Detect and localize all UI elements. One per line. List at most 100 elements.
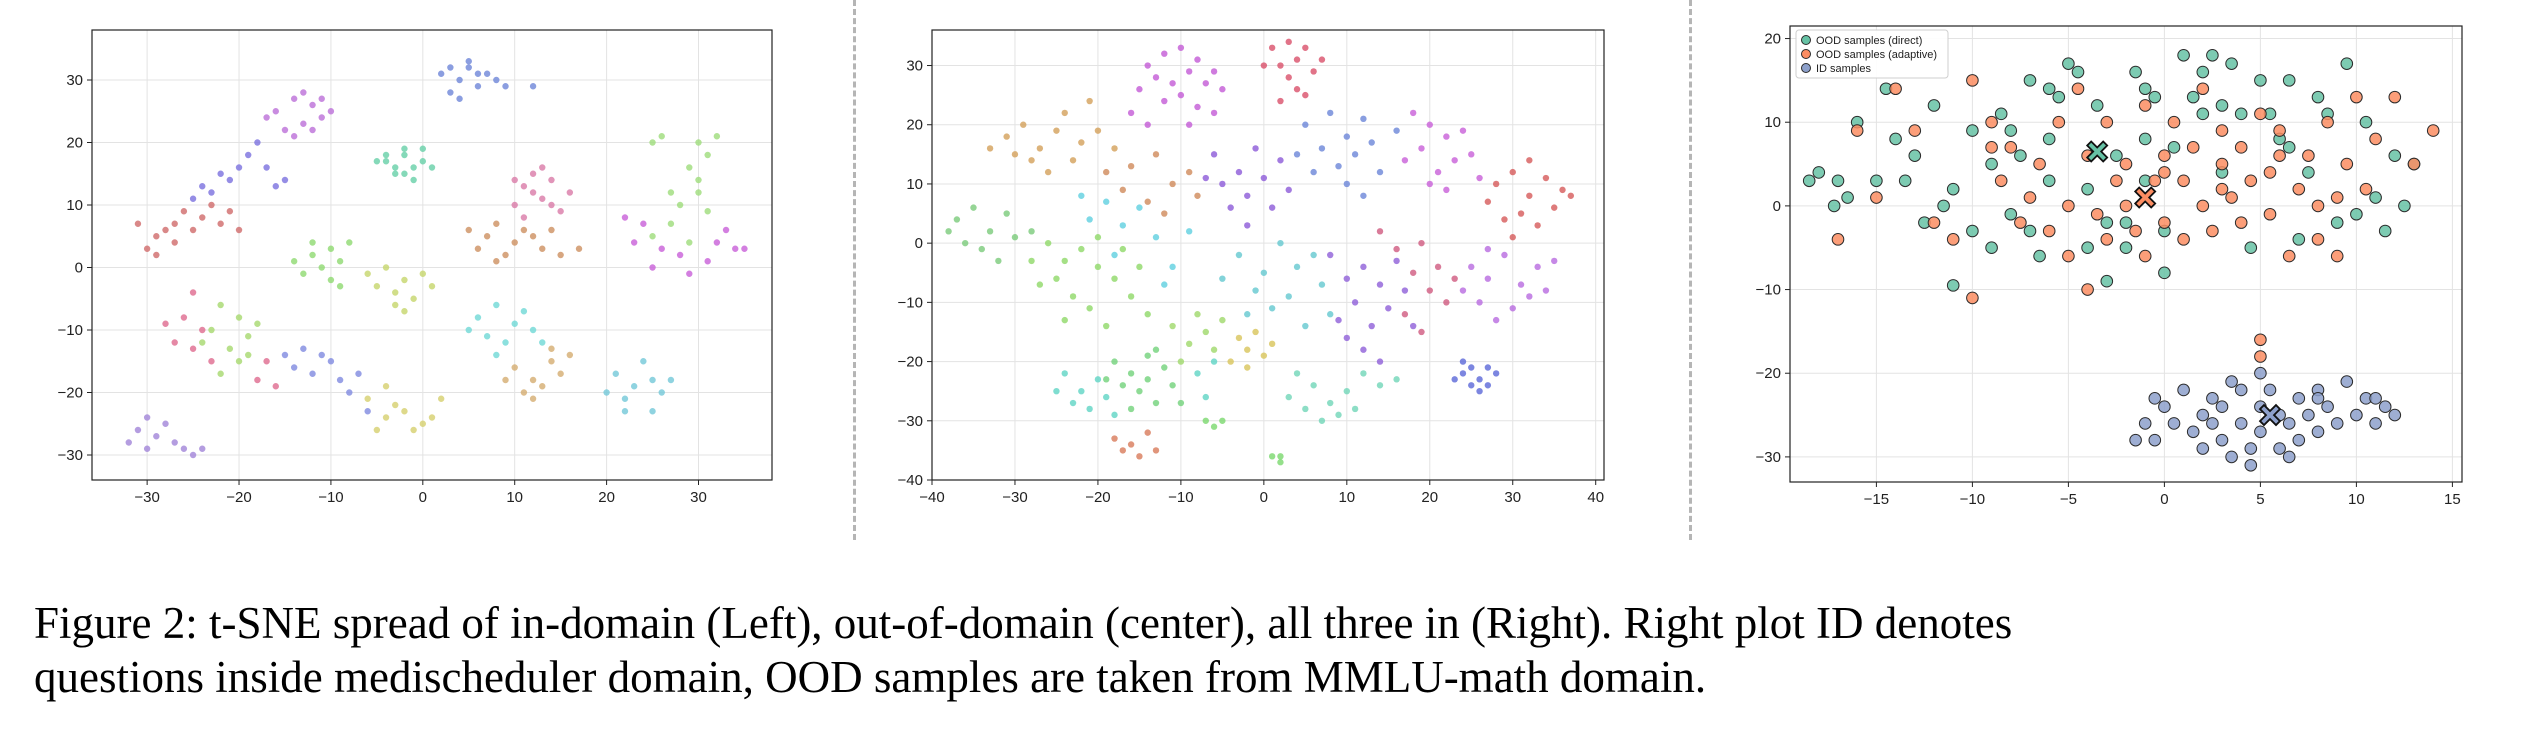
data-point [364, 270, 371, 277]
data-point [1244, 346, 1251, 353]
data-point [2215, 99, 2229, 112]
data-point [171, 220, 178, 227]
data-point [382, 264, 390, 271]
y-tick-label: 10 [1764, 114, 1781, 131]
data-point [1260, 269, 1268, 276]
data-point [2330, 417, 2344, 430]
data-point [1252, 328, 1259, 336]
series-left-10 [364, 264, 436, 315]
data-point [511, 320, 518, 327]
data-point [2398, 199, 2411, 213]
data-point [1517, 210, 1525, 217]
data-point [1517, 281, 1525, 288]
data-point [1426, 121, 1433, 128]
data-point [1161, 281, 1168, 288]
data-point [143, 245, 151, 252]
data-point [180, 208, 188, 215]
series-left-12 [162, 289, 279, 390]
data-point [410, 176, 417, 184]
data-point [2330, 216, 2344, 229]
data-point [1136, 387, 1143, 395]
data-point [2100, 274, 2114, 288]
data-point [428, 283, 436, 290]
data-point [695, 139, 702, 146]
y-tick-label: −40 [898, 472, 923, 489]
data-point [1889, 132, 1902, 146]
data-point [382, 383, 390, 390]
data-point [1244, 311, 1251, 318]
data-point [162, 226, 169, 234]
x-tick-label: 0 [2160, 491, 2168, 508]
data-point [1534, 263, 1541, 271]
x-tick-label: −10 [1168, 489, 1193, 506]
data-point [171, 339, 178, 346]
data-point [2177, 48, 2190, 62]
data-point [2090, 99, 2104, 112]
data-point [1418, 145, 1425, 152]
data-point [1401, 157, 1409, 164]
data-point [1119, 382, 1127, 389]
data-point [2388, 408, 2402, 422]
data-point [2196, 107, 2210, 121]
data-point [2177, 174, 2190, 188]
series-left-11 [199, 301, 261, 377]
series-center-15 [1169, 311, 1226, 365]
data-point [153, 251, 160, 259]
data-point [401, 151, 408, 159]
legend-swatch [1801, 63, 1811, 73]
plot-area-right: −15 −10 −5 0 5 10 15 −30 −20 −10 0 10 20 OOD samples … [1756, 25, 2463, 508]
data-point [2004, 124, 2018, 137]
data-point [1351, 151, 1359, 158]
data-point [217, 301, 224, 309]
data-point [2138, 417, 2152, 430]
data-point [986, 228, 994, 235]
data-point [2282, 74, 2296, 87]
data-point [621, 408, 629, 415]
plot-frame [1789, 25, 2463, 483]
data-point [2138, 99, 2152, 112]
data-point [2100, 233, 2114, 246]
data-point [1069, 399, 1077, 407]
data-point [1044, 168, 1052, 176]
data-point [1360, 263, 1367, 271]
data-point [2369, 392, 2382, 405]
series-left-0 [437, 58, 537, 102]
data-point [419, 270, 427, 277]
data-point [1434, 168, 1442, 176]
data-point [1011, 151, 1019, 158]
data-point [1103, 393, 1110, 401]
data-point [1078, 139, 1085, 146]
data-point [1418, 239, 1425, 247]
data-point [2138, 132, 2152, 146]
series-center-10 [1219, 239, 1334, 330]
data-point [566, 351, 574, 359]
data-point [1551, 257, 1558, 265]
data-point [1310, 168, 1317, 176]
data-point [548, 201, 555, 209]
data-point [419, 420, 427, 427]
data-point [1103, 376, 1110, 383]
data-point [1244, 364, 1251, 371]
data-point [539, 383, 546, 390]
data-point [346, 389, 353, 396]
data-point [1152, 346, 1160, 353]
data-point [2282, 141, 2296, 154]
data-point [1360, 346, 1367, 353]
data-point [529, 83, 537, 90]
data-point [1966, 124, 1979, 137]
data-point [217, 170, 224, 177]
data-point [2254, 74, 2267, 87]
data-point [2330, 191, 2344, 204]
data-point [1376, 358, 1384, 365]
data-point [1335, 316, 1342, 324]
data-point [649, 264, 656, 271]
data-point [1053, 275, 1060, 282]
data-point [1152, 74, 1160, 81]
series-center-6 [1484, 157, 1575, 241]
data-point [603, 389, 610, 396]
data-point [392, 170, 399, 177]
data-point [1078, 387, 1085, 395]
data-point [465, 326, 472, 334]
data-point [2167, 141, 2181, 154]
data-point [1360, 115, 1367, 123]
